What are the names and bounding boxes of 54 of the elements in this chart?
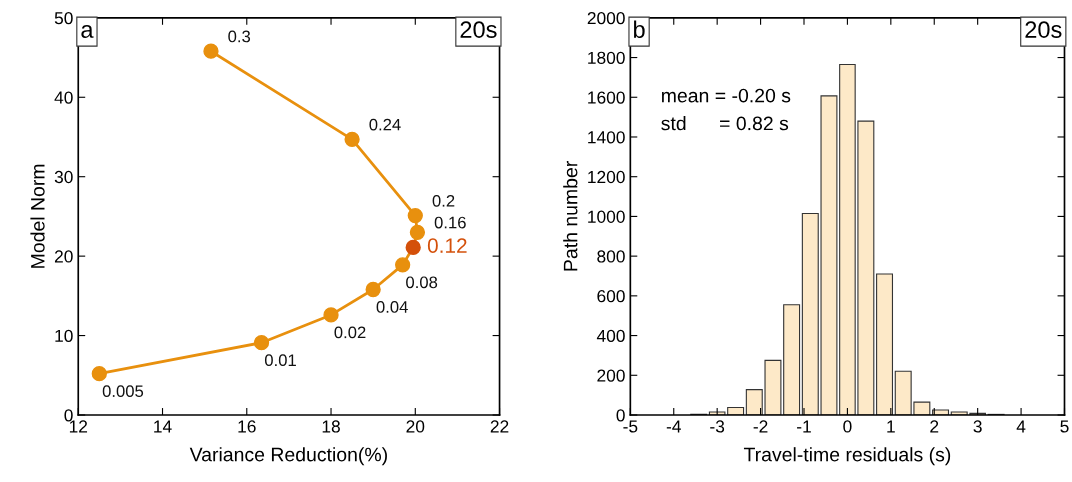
y-tick-label: 20 bbox=[54, 250, 73, 263]
y-tick-label: 0 bbox=[616, 409, 625, 422]
y-tick-label: 1000 bbox=[588, 210, 625, 223]
y-tick-label: 800 bbox=[597, 250, 625, 263]
annotation: 0.12 bbox=[427, 238, 467, 253]
y-tick-label: 600 bbox=[597, 290, 625, 303]
y-tick-label: 200 bbox=[597, 369, 625, 382]
y-axis-title: Model Norm bbox=[30, 164, 45, 268]
annotation: 0.04 bbox=[376, 301, 408, 313]
annotation: a bbox=[81, 25, 94, 38]
x-tick-label: -3 bbox=[710, 420, 725, 433]
y-tick-label: 1800 bbox=[588, 51, 625, 65]
x-tick-label: -1 bbox=[797, 420, 811, 433]
y-tick-label: 10 bbox=[55, 329, 73, 343]
x-tick-label: 12 bbox=[69, 420, 88, 433]
y-tick-label: 0 bbox=[64, 409, 73, 422]
y-tick-label: 1200 bbox=[588, 170, 625, 184]
x-tick-label: 16 bbox=[238, 420, 256, 433]
annotation: b bbox=[634, 20, 645, 38]
x-tick-label: 4 bbox=[1016, 420, 1026, 433]
annotation: 20s bbox=[460, 21, 497, 38]
x-axis-title: Travel-time residuals (s) bbox=[743, 447, 951, 466]
annotation: std = 0.82 s bbox=[661, 116, 789, 131]
x-tick-label: 22 bbox=[490, 420, 509, 433]
y-axis-title: Path number bbox=[563, 161, 578, 271]
annotation: 0.01 bbox=[264, 354, 296, 367]
x-tick-label: -2 bbox=[753, 420, 768, 433]
x-tick-label: 14 bbox=[154, 420, 172, 433]
y-tick-label: 1600 bbox=[588, 91, 625, 104]
x-tick-label: 2 bbox=[930, 420, 939, 433]
annotation: 0.24 bbox=[369, 118, 401, 131]
y-tick-label: 1400 bbox=[588, 131, 625, 144]
x-tick-label: 5 bbox=[1060, 420, 1069, 433]
y-tick-label: 50 bbox=[54, 12, 73, 25]
x-tick-label: -5 bbox=[623, 420, 638, 433]
y-tick-label: 30 bbox=[54, 170, 73, 184]
x-tick-label: 0 bbox=[843, 420, 852, 433]
y-tick-label: 2000 bbox=[587, 12, 625, 25]
x-axis-title: Variance Reduction(%) bbox=[189, 447, 387, 466]
annotation: 0.005 bbox=[102, 385, 144, 398]
x-tick-label: -4 bbox=[666, 420, 681, 433]
x-tick-label: 1 bbox=[887, 420, 895, 433]
annotation: mean = -0.20 s bbox=[662, 88, 791, 103]
annotation: 0.3 bbox=[228, 30, 251, 43]
x-tick-label: 18 bbox=[322, 420, 340, 433]
annotation: 20s bbox=[1025, 21, 1062, 38]
x-tick-label: 20 bbox=[406, 420, 425, 433]
annotation: 0.02 bbox=[334, 326, 366, 339]
y-tick-label: 400 bbox=[596, 329, 625, 343]
y-tick-label: 40 bbox=[54, 91, 73, 104]
annotation: 0.16 bbox=[434, 216, 466, 229]
annotation: 0.2 bbox=[432, 194, 455, 207]
annotation: 0.08 bbox=[406, 276, 438, 289]
x-tick-label: 3 bbox=[973, 420, 982, 433]
